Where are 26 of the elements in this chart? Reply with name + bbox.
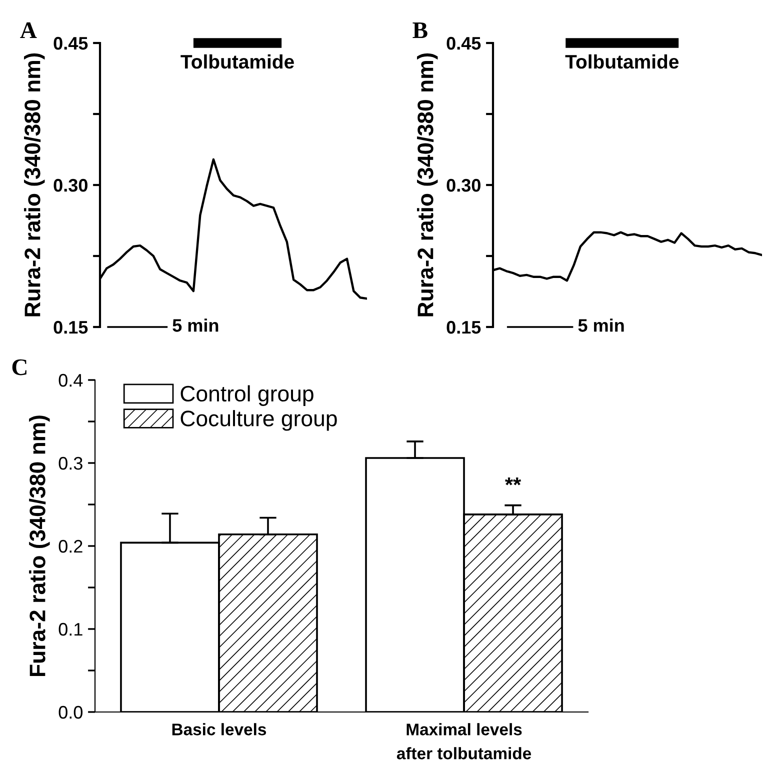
annotation: **: [504, 478, 522, 486]
y-tick-label: 0.1: [58, 622, 82, 636]
y-tick-label: 0.3: [58, 456, 82, 470]
annotation: Tolbutamide: [565, 54, 679, 69]
annotation: 5 min: [578, 318, 624, 332]
chart-title: B: [412, 22, 428, 38]
chart-title: C: [12, 359, 26, 376]
y-axis-title: Rura-2 ratio (340/380 nm): [24, 53, 45, 316]
y-tick-label: 0.30: [446, 178, 480, 192]
y-tick-label: 0.0: [58, 706, 82, 719]
y-tick-label: 0.45: [54, 36, 88, 50]
annotation: 5 min: [172, 318, 218, 332]
y-axis-title: Rura-2 ratio (340/380 nm): [417, 53, 438, 316]
x-tick-label: Basic levels: [172, 723, 266, 736]
legend-label: Control group: [180, 385, 314, 406]
y-tick-label: 0.4: [58, 374, 83, 387]
y-tick-label: 0.2: [58, 540, 82, 553]
y-tick-label: 0.15: [446, 320, 481, 334]
y-axis-title: Fura-2 ratio (340/380 nm): [29, 416, 50, 676]
y-tick-label: 0.30: [54, 178, 88, 192]
y-tick-label: 0.15: [54, 320, 88, 334]
chart-title: A: [20, 22, 37, 38]
annotation: Tolbutamide: [180, 54, 294, 69]
y-tick-label: 0.45: [446, 36, 481, 50]
x-tick-label: Maximal levels after tolbutamide: [396, 723, 532, 760]
legend-label: Coculture group: [180, 410, 337, 431]
